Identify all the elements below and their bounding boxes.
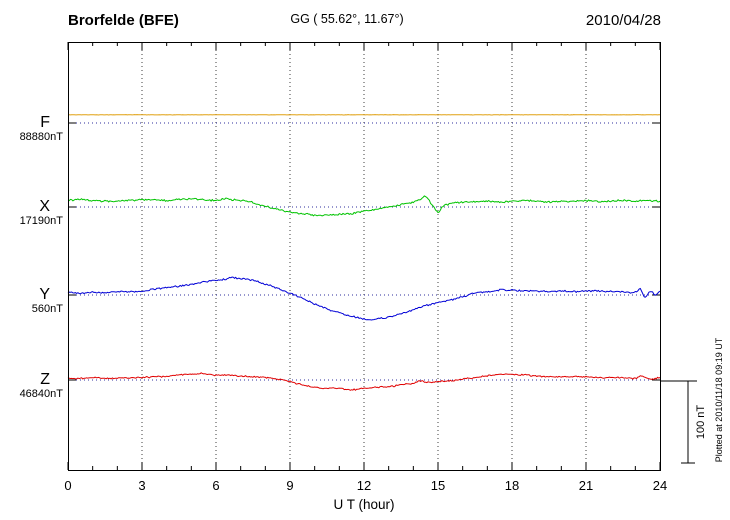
x-tick-label-9: 9 — [286, 478, 293, 493]
x-tick-label-18: 18 — [505, 478, 519, 493]
series-letter-F: F — [40, 114, 50, 131]
plotted-at-note: Plotted at 2010/11/18 09:19 UT — [714, 337, 724, 462]
station-title: Brorfelde (BFE) — [68, 12, 179, 29]
plot-frame — [68, 42, 661, 471]
coordinates-label: GG ( 55.62°, 11.67°) — [290, 12, 403, 26]
trace-Y — [67, 276, 661, 321]
date-label: 2010/04/28 — [586, 12, 661, 29]
x-tick-label-3: 3 — [138, 478, 145, 493]
x-tick-label-6: 6 — [212, 478, 219, 493]
series-letter-Y: Y — [39, 286, 50, 303]
series-baseline-value-Y: 560nT — [32, 303, 63, 315]
series-letter-X: X — [39, 198, 50, 215]
x-tick-label-0: 0 — [64, 478, 71, 493]
trace-X — [67, 195, 661, 217]
series-baseline-value-F: 88880nT — [20, 131, 64, 143]
series-baseline-value-X: 17190nT — [20, 215, 64, 227]
series-letter-Z: Z — [40, 371, 50, 388]
trace-Z — [67, 372, 661, 391]
x-tick-label-15: 15 — [431, 478, 445, 493]
x-tick-label-21: 21 — [579, 478, 593, 493]
x-tick-label-24: 24 — [653, 478, 667, 493]
x-axis-title: U T (hour) — [333, 497, 394, 512]
series-baseline-value-Z: 46840nT — [20, 388, 64, 400]
x-tick-label-12: 12 — [357, 478, 371, 493]
scalebar-label: 100 nT — [695, 405, 707, 440]
